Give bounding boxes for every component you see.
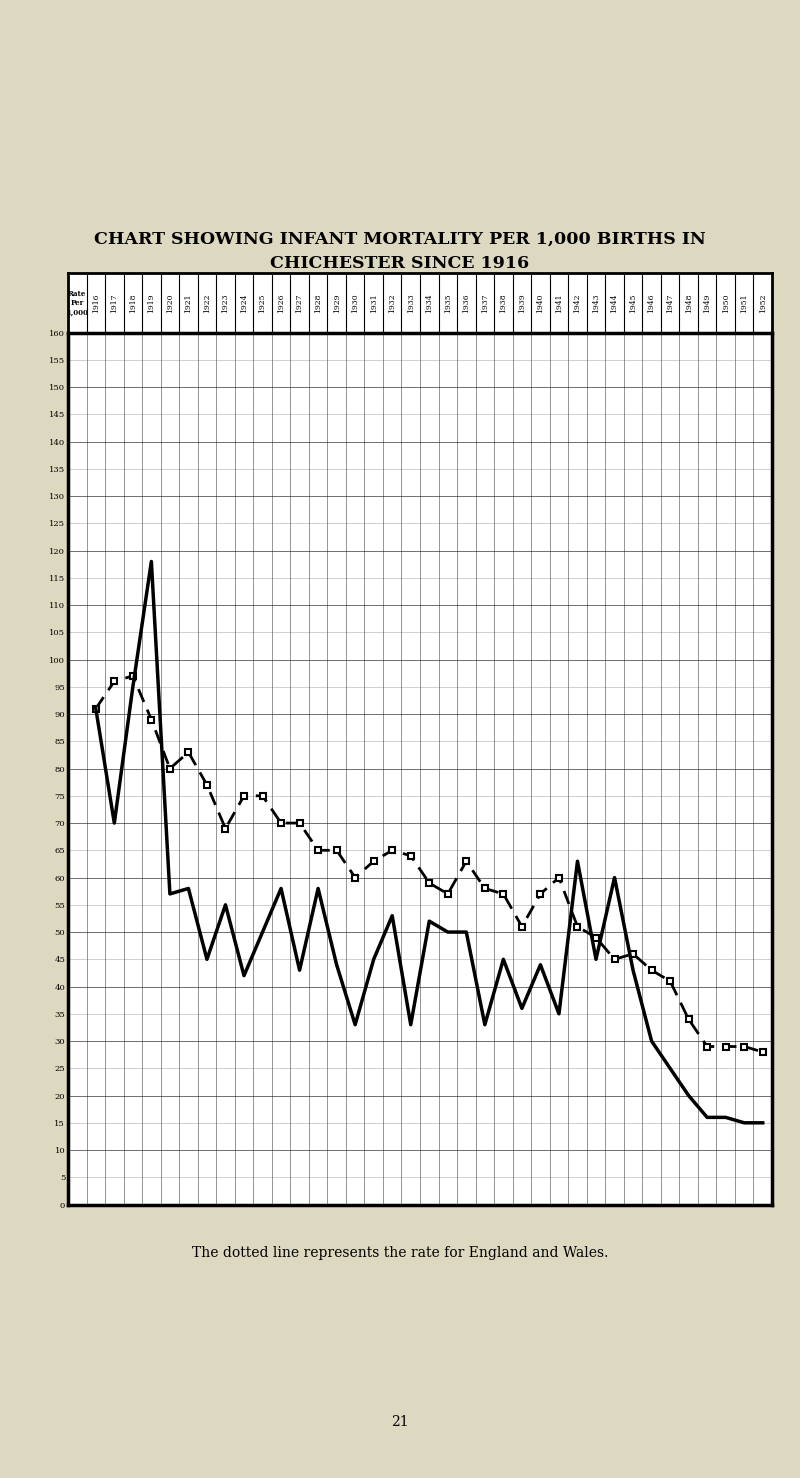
Text: The dotted line represents the rate for England and Wales.: The dotted line represents the rate for … xyxy=(192,1246,608,1261)
Text: 1948: 1948 xyxy=(685,293,693,313)
Text: 1920: 1920 xyxy=(166,293,174,313)
Text: 1951: 1951 xyxy=(740,293,748,313)
Text: 1947: 1947 xyxy=(666,293,674,313)
Text: 1922: 1922 xyxy=(203,293,211,313)
Text: 1939: 1939 xyxy=(518,293,526,313)
Text: 1937: 1937 xyxy=(481,293,489,313)
Text: 1935: 1935 xyxy=(444,293,452,313)
Text: 1921: 1921 xyxy=(185,293,193,313)
Text: 1936: 1936 xyxy=(462,293,470,313)
Text: 1949: 1949 xyxy=(703,293,711,313)
Text: 1952: 1952 xyxy=(758,293,766,313)
Text: 1919: 1919 xyxy=(147,293,155,313)
Text: CHART SHOWING INFANT MORTALITY PER 1,000 BIRTHS IN: CHART SHOWING INFANT MORTALITY PER 1,000… xyxy=(94,231,706,248)
Text: 1925: 1925 xyxy=(258,293,266,313)
Text: 1944: 1944 xyxy=(610,293,618,313)
Text: 1924: 1924 xyxy=(240,293,248,313)
Text: 1931: 1931 xyxy=(370,293,378,313)
Text: 1945: 1945 xyxy=(629,293,637,313)
Text: 1932: 1932 xyxy=(388,293,396,313)
Text: 1938: 1938 xyxy=(499,293,507,313)
Text: 1930: 1930 xyxy=(351,293,359,313)
Text: CHICHESTER SINCE 1916: CHICHESTER SINCE 1916 xyxy=(270,254,530,272)
Text: 1941: 1941 xyxy=(555,293,563,313)
Text: 1934: 1934 xyxy=(426,293,434,313)
Text: 1916: 1916 xyxy=(92,293,100,313)
Text: 1918: 1918 xyxy=(129,293,137,313)
Text: 1917: 1917 xyxy=(110,293,118,313)
Text: 1926: 1926 xyxy=(277,293,285,313)
Text: 1940: 1940 xyxy=(537,293,545,313)
Text: 21: 21 xyxy=(391,1414,409,1429)
Text: 1929: 1929 xyxy=(333,293,341,313)
Text: 1927: 1927 xyxy=(295,293,303,313)
Text: 1950: 1950 xyxy=(722,293,730,313)
Text: Rate
Per
1,000: Rate Per 1,000 xyxy=(66,290,88,316)
Text: 1946: 1946 xyxy=(647,293,655,313)
Text: 1923: 1923 xyxy=(222,293,230,313)
Text: 1942: 1942 xyxy=(574,293,582,313)
Text: 1933: 1933 xyxy=(406,293,414,313)
Text: 1943: 1943 xyxy=(592,293,600,313)
Text: 1928: 1928 xyxy=(314,293,322,313)
